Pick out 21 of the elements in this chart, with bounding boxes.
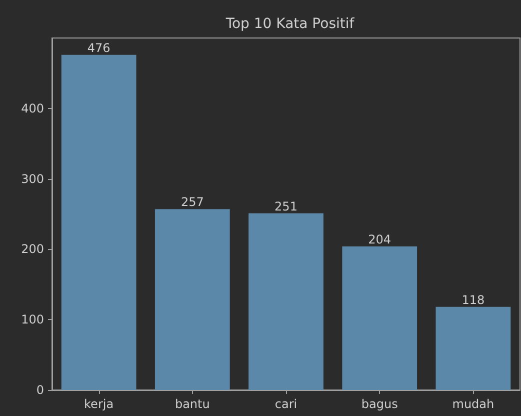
y-tick-label: 100 — [21, 312, 44, 327]
bar — [61, 54, 136, 390]
data-label: 118 — [462, 292, 485, 307]
x-tick-label: bagus — [361, 397, 398, 411]
chart-title: Top 10 Kata Positif — [224, 16, 356, 32]
bar — [436, 306, 511, 390]
y-tick-label: 400 — [21, 101, 44, 116]
bar — [154, 209, 230, 390]
x-tick-label: cari — [274, 397, 298, 411]
y-tick-label: 300 — [21, 172, 44, 186]
x-tick-label: bantu — [174, 397, 210, 411]
x-tick-label: mudah — [452, 397, 494, 411]
data-label: 204 — [368, 232, 392, 246]
data-label: 251 — [274, 199, 298, 214]
bar — [248, 213, 324, 390]
y-tick-label: 200 — [21, 242, 44, 256]
y-tick-label: 0 — [36, 383, 44, 397]
data-label: 476 — [87, 40, 110, 55]
data-label: 257 — [180, 195, 204, 210]
x-tick-label: kerja — [84, 397, 114, 411]
bar — [342, 246, 418, 390]
